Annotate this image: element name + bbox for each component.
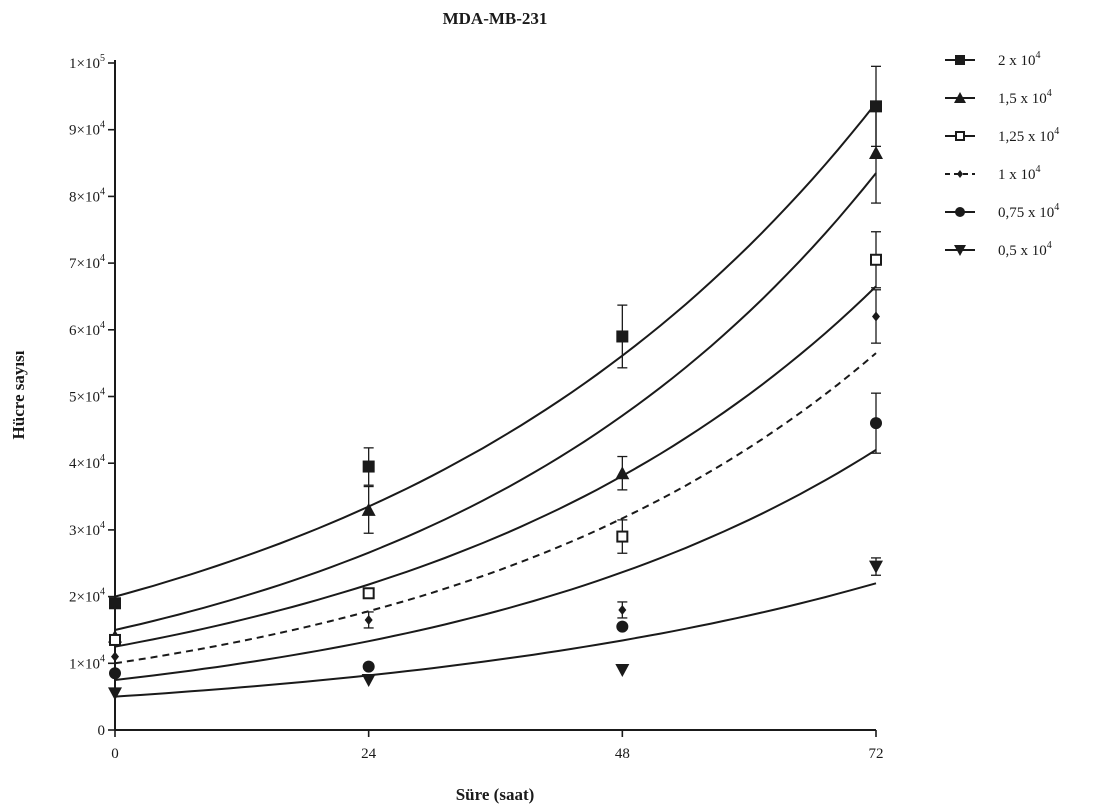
data-point — [870, 253, 882, 266]
legend-marker — [955, 131, 965, 141]
legend-marker — [954, 92, 966, 103]
data-point — [615, 466, 630, 480]
y-tick-label: 4×104 — [69, 453, 105, 472]
data-point — [616, 620, 629, 633]
y-tick-label: 0 — [98, 723, 106, 739]
x-tick-label: 72 — [869, 746, 884, 762]
data-point — [109, 633, 121, 646]
fit-curve — [114, 102, 877, 598]
legend-label: 0,5 x 104 — [998, 240, 1052, 259]
data-point — [869, 146, 883, 160]
data-point — [872, 311, 880, 322]
y-tick-label: 7×104 — [69, 253, 105, 272]
data-point — [869, 560, 883, 574]
data-point — [870, 100, 882, 113]
y-tick-label: 1×105 — [69, 53, 105, 72]
legend-label: 1 x 104 — [998, 164, 1041, 183]
legend-marker — [954, 245, 966, 256]
y-tick-label: 5×104 — [69, 387, 105, 406]
data-point — [362, 660, 375, 673]
data-point — [616, 530, 629, 543]
y-tick-label: 9×104 — [69, 120, 105, 139]
fit-curve — [114, 352, 877, 665]
y-tick-label: 2×104 — [69, 587, 105, 606]
chart-title: MDA-MB-231 — [443, 9, 548, 28]
legend-label: 1,25 x 104 — [998, 126, 1059, 145]
data-point — [618, 604, 627, 615]
fit-curves — [114, 102, 877, 698]
y-tick-label: 8×104 — [69, 186, 105, 205]
fit-curve — [114, 172, 877, 631]
data-point — [361, 502, 376, 516]
legend-label: 0,75 x 104 — [998, 202, 1059, 221]
data-points — [108, 100, 883, 701]
legend-label: 2 x 104 — [998, 50, 1041, 69]
y-tick-label: 3×104 — [69, 520, 105, 539]
x-tick-label: 48 — [615, 746, 630, 762]
data-point — [108, 687, 122, 701]
legend-marker — [957, 170, 963, 178]
data-point — [615, 663, 630, 677]
data-point — [111, 651, 119, 662]
y-tick-label: 6×104 — [69, 320, 105, 339]
data-point — [616, 330, 629, 343]
axes: 0 1×104 2×104 3×104 4×104 5×104 6×104 7×104 8×10… — [69, 53, 883, 762]
y-tick-label: 1×104 — [69, 653, 105, 672]
x-tick-label: 0 — [111, 746, 119, 762]
legend-marker — [955, 55, 965, 65]
legend-label: 1,5 x 104 — [998, 88, 1052, 107]
data-point — [870, 417, 882, 430]
legend: 2 x 104 1,5 x 104 1,25 x 104 1 x 104 0,75 x … — [945, 50, 1059, 259]
x-axis-title: Süre (saat) — [456, 785, 535, 804]
fit-curve — [114, 449, 877, 681]
fit-curve — [114, 582, 877, 698]
fit-curve — [114, 285, 877, 648]
x-tick-label: 24 — [361, 746, 377, 762]
data-point — [362, 460, 375, 473]
data-point — [361, 673, 376, 687]
error-bars — [363, 65, 881, 629]
data-point — [362, 587, 375, 600]
data-point — [364, 614, 373, 625]
data-point — [109, 667, 121, 680]
data-point — [109, 597, 121, 610]
y-axis-title: Hücre sayısı — [9, 350, 28, 439]
legend-marker — [955, 207, 965, 217]
